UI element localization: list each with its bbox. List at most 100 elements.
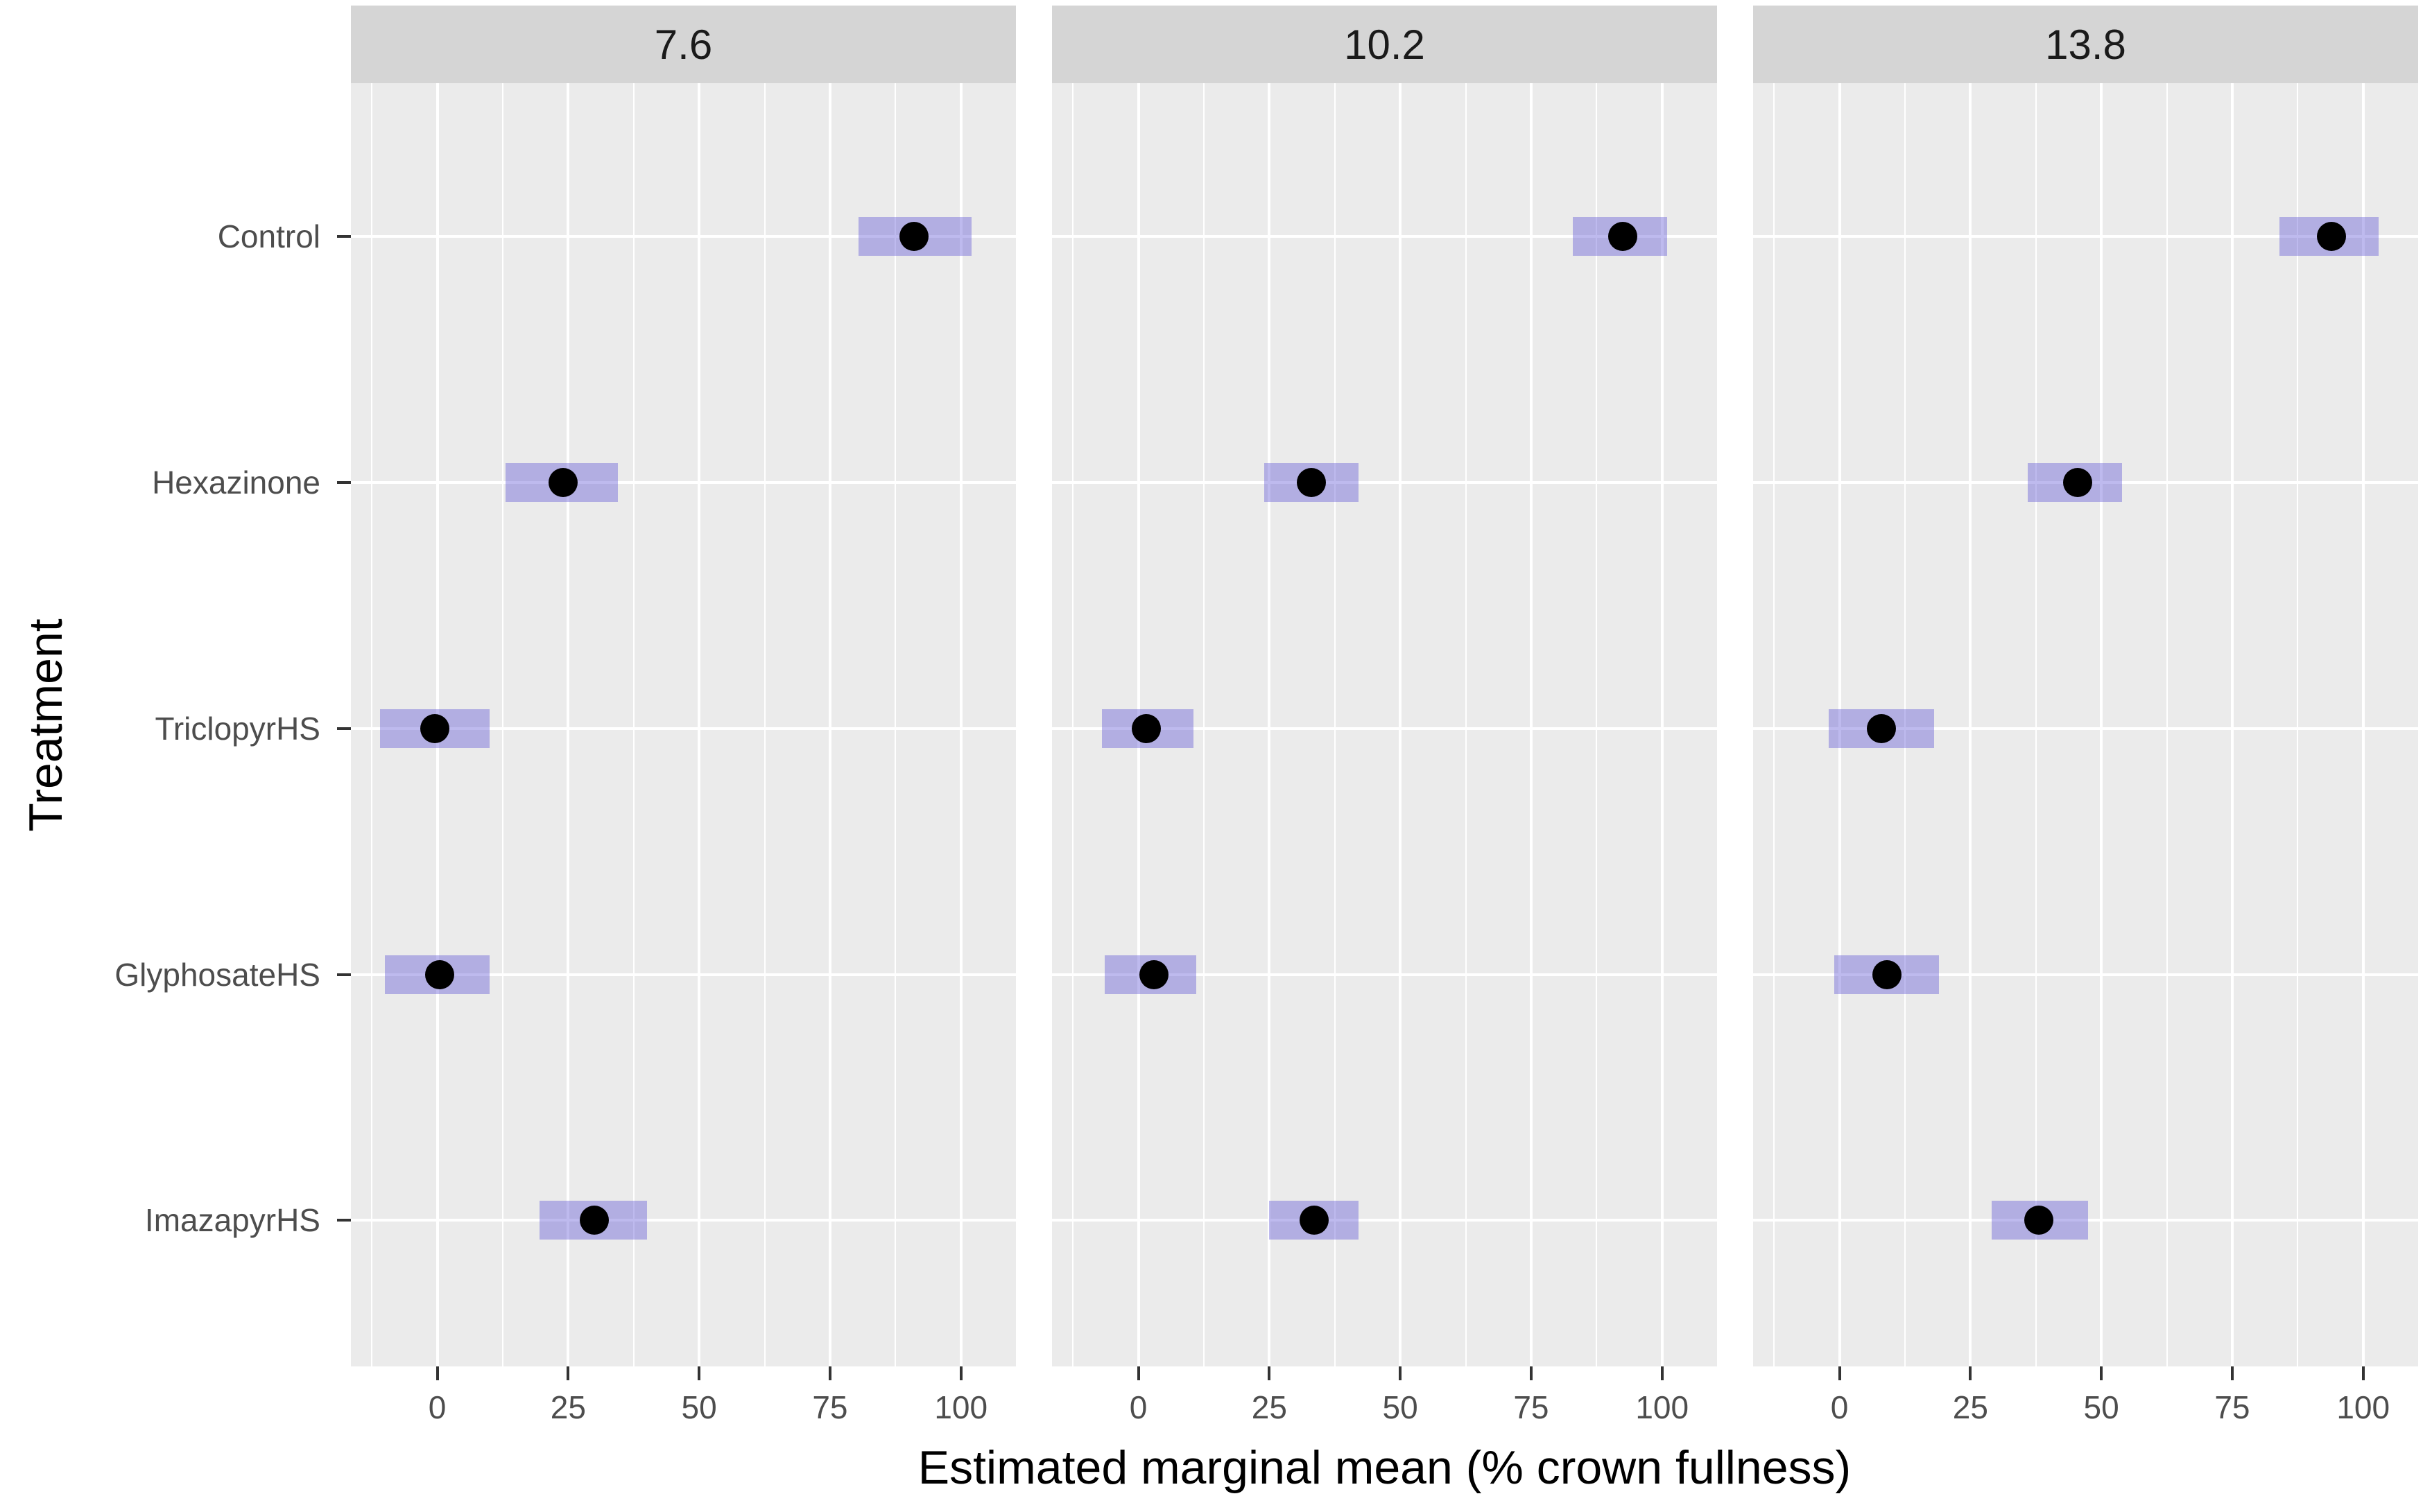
x-tick-label: 0	[1830, 1389, 1849, 1425]
facet-13.8: 13.8 0 25 50 75 100	[1753, 6, 2418, 1425]
minor-gridline-v	[895, 83, 897, 1366]
x-tick-mark	[1529, 1366, 1533, 1380]
x-tick-mark	[1137, 1366, 1140, 1380]
minor-gridline-v	[1072, 83, 1074, 1366]
row-gridline	[351, 480, 1016, 484]
point-estimate	[1608, 222, 1638, 251]
row-gridline	[1753, 727, 2418, 730]
point-estimate	[548, 467, 578, 497]
point-estimate	[420, 713, 449, 743]
major-gridline-v	[698, 83, 701, 1366]
major-gridline-v	[959, 83, 963, 1366]
x-axis-title: Estimated marginal mean (% crown fullnes…	[917, 1441, 1852, 1494]
y-tick-label: ImazapyrHS	[144, 1202, 320, 1239]
x-tick-label: 75	[2214, 1389, 2250, 1425]
row-gridline	[1753, 1219, 2418, 1222]
minor-gridline-v	[2297, 83, 2299, 1366]
x-tick-label: 0	[1129, 1389, 1148, 1425]
row-gridline	[1052, 1219, 1717, 1222]
point-estimate	[899, 222, 929, 251]
row-gridline	[1052, 480, 1717, 484]
y-tick-mark	[337, 480, 351, 484]
point-estimate	[1867, 713, 1896, 743]
minor-gridline-v	[2166, 83, 2168, 1366]
point-estimate	[2317, 222, 2347, 251]
point-estimate	[1131, 713, 1161, 743]
row-gridline	[351, 235, 1016, 238]
x-tick-label: 75	[1513, 1389, 1549, 1425]
major-gridline-v	[2361, 83, 2365, 1366]
row-gridline	[351, 727, 1016, 730]
row-gridline	[1753, 235, 2418, 238]
x-tick-label: 25	[1251, 1389, 1287, 1425]
row-gridline	[1052, 973, 1717, 976]
y-tick-label: Hexazinone	[152, 464, 320, 501]
point-estimate	[580, 1206, 610, 1235]
minor-gridline-v	[1904, 83, 1906, 1366]
x-tick-label: 25	[550, 1389, 586, 1425]
point-estimate	[1872, 959, 1902, 989]
x-tick-label: 100	[934, 1389, 988, 1425]
y-tick-mark	[337, 727, 351, 730]
x-tick-label: 50	[681, 1389, 717, 1425]
point-estimate	[1299, 1206, 1329, 1235]
y-tick-label: GlyphosateHS	[114, 956, 320, 993]
row-gridline	[1052, 235, 1717, 238]
facet-strip: 10.2	[1052, 6, 1717, 83]
minor-gridline-v	[1596, 83, 1598, 1366]
major-gridline-v	[2230, 83, 2234, 1366]
x-tick-label: 75	[812, 1389, 848, 1425]
major-gridline-v	[1660, 83, 1664, 1366]
major-gridline-v	[1268, 83, 1271, 1366]
y-tick-label: Control	[217, 218, 320, 254]
minor-gridline-v	[501, 83, 503, 1366]
minor-gridline-v	[1465, 83, 1467, 1366]
y-tick-mark	[337, 235, 351, 238]
x-tick-label: 100	[1635, 1389, 1689, 1425]
major-gridline-v	[567, 83, 570, 1366]
x-tick-label: 50	[2083, 1389, 2119, 1425]
minor-gridline-v	[1773, 83, 1775, 1366]
facet-7.6: 7.6 0 25 50 75 100	[337, 6, 1016, 1425]
row-gridline	[1052, 727, 1717, 730]
point-estimate	[2063, 467, 2093, 497]
minor-gridline-v	[2035, 83, 2037, 1366]
x-tick-mark	[2230, 1366, 2234, 1380]
x-tick-mark	[1399, 1366, 1402, 1380]
point-estimate	[425, 959, 455, 989]
facet-panel: 0 25 50 75 100	[1052, 83, 1717, 1425]
row-gridline	[351, 973, 1016, 976]
x-tick-mark	[828, 1366, 831, 1380]
x-tick-label: 50	[1382, 1389, 1418, 1425]
x-tick-label: 25	[1952, 1389, 1988, 1425]
minor-gridline-v	[371, 83, 373, 1366]
point-estimate	[1296, 467, 1326, 497]
facet-panel: 0 25 50 75 100	[1753, 83, 2418, 1425]
x-tick-mark	[2361, 1366, 2365, 1380]
minor-gridline-v	[764, 83, 766, 1366]
minor-gridline-v	[1202, 83, 1205, 1366]
facet-panel: 0 25 50 75 100	[337, 83, 1016, 1425]
major-gridline-v	[828, 83, 831, 1366]
row-gridline	[351, 1219, 1016, 1222]
facet-strip-label: 10.2	[1344, 21, 1425, 68]
x-tick-mark	[567, 1366, 570, 1380]
facet-strip-label: 7.6	[654, 21, 713, 68]
x-tick-mark	[959, 1366, 963, 1380]
point-estimate	[1139, 959, 1169, 989]
facet-strip: 7.6	[351, 6, 1016, 83]
x-tick-mark	[1838, 1366, 1841, 1380]
major-gridline-v	[2100, 83, 2103, 1366]
row-gridline	[1753, 973, 2418, 976]
y-tick-label: TriclopyrHS	[155, 710, 320, 747]
point-estimate	[2024, 1206, 2053, 1235]
facet-10.2: 10.2 0 25 50 75 100	[1052, 6, 1717, 1425]
y-tick-mark	[337, 973, 351, 976]
x-tick-label: 0	[428, 1389, 447, 1425]
x-tick-label: 100	[2336, 1389, 2390, 1425]
y-tick-mark	[337, 1219, 351, 1222]
facet-strip-label: 13.8	[2045, 21, 2126, 68]
x-tick-mark	[2100, 1366, 2103, 1380]
x-tick-mark	[1969, 1366, 1972, 1380]
